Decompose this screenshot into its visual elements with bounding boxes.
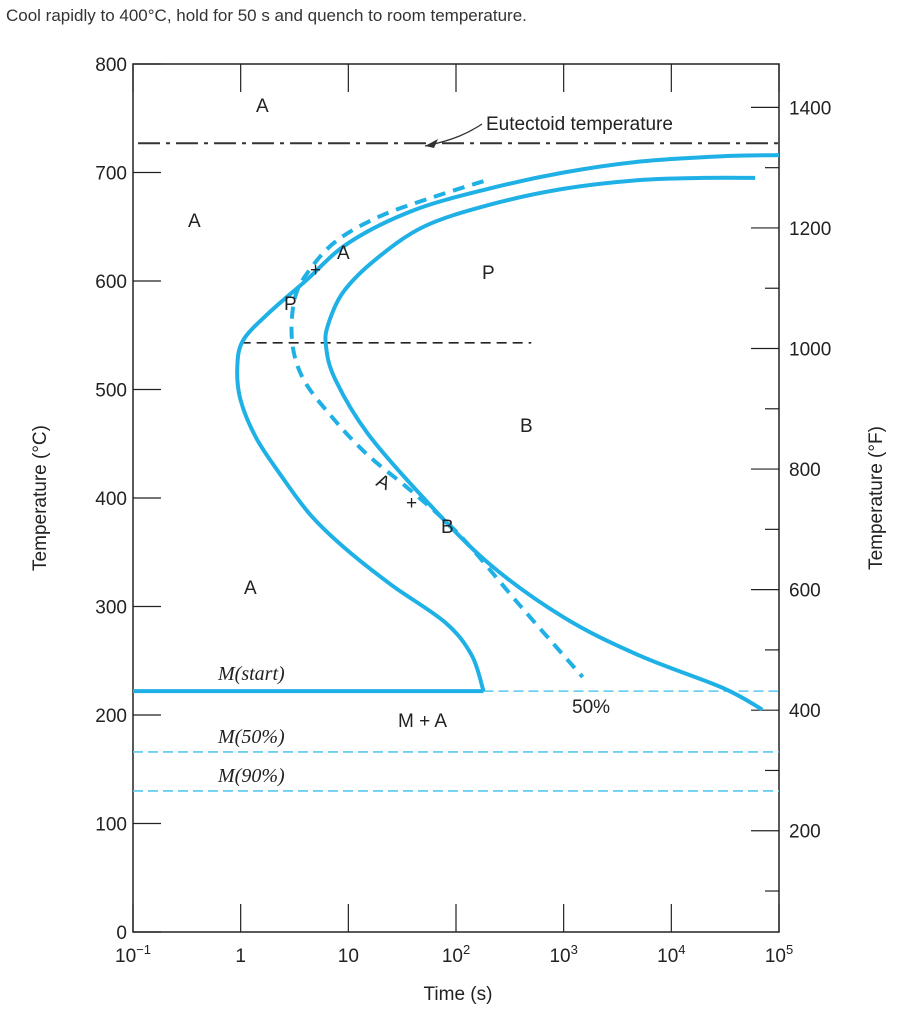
y-tick-label: 700 (95, 164, 127, 185)
eutectoid-label: Eutectoid temperature (486, 114, 673, 135)
y-tick-label: 300 (95, 598, 127, 619)
x-tick-label: 10−1 (115, 942, 151, 967)
x-tick-base: 10 (549, 946, 570, 967)
y-tick-label: 100 (95, 815, 127, 836)
region-austenite: A (256, 96, 269, 117)
finish-curve (323, 175, 764, 712)
x-tick-label: 103 (549, 942, 577, 967)
m50-label: M(50%) (217, 726, 285, 748)
fifty-percent-label: 50% (572, 697, 610, 718)
question-text: Cool rapidly to 400°C, hold for 50 s and… (6, 6, 527, 25)
region-austenite: A (188, 211, 201, 232)
region-austenite: A (337, 243, 350, 264)
region-bainite: B (441, 517, 454, 538)
y-tick-label: 800 (95, 55, 127, 76)
x-tick-label: 1 (235, 946, 246, 967)
x-tick-base: 1 (235, 946, 246, 967)
x-tick-label: 104 (657, 942, 685, 967)
region-austenite: A (373, 470, 394, 495)
eutectoid-arrowhead (425, 139, 438, 148)
region-pearlite: P (284, 294, 297, 315)
y2-tick-label: 1200 (789, 219, 831, 240)
x-tick-base: 10 (338, 946, 359, 967)
plot-frame (132, 63, 780, 933)
x-tick-base: 10 (442, 946, 463, 967)
y-tick-label: 500 (95, 381, 127, 402)
y2-tick-label: 1400 (789, 98, 831, 119)
x-tick-label: 10 (338, 946, 359, 967)
region-austenite: A (244, 578, 257, 599)
y2-tick-label: 1000 (789, 340, 831, 361)
m90-label: M(90%) (217, 765, 285, 787)
x-tick-base: 10 (115, 946, 136, 967)
x-tick-base: 10 (657, 946, 678, 967)
y2-axis-title: Temperature (°F) (866, 426, 887, 570)
mstart-label: M(start) (217, 663, 285, 685)
x-tick-label: 102 (442, 942, 470, 967)
y-tick-label: 200 (95, 706, 127, 727)
x-tick-exponent: 4 (678, 942, 685, 957)
x-axis-title: Time (s) (424, 984, 493, 1005)
y-tick-label: 0 (116, 923, 127, 944)
y2-tick-label: 600 (789, 581, 821, 602)
y2-tick-label: 200 (789, 822, 821, 843)
x-tick-exponent: 2 (463, 942, 470, 957)
x-tick-exponent: −1 (136, 942, 151, 957)
region-plus: + (406, 493, 417, 514)
y-tick-label: 400 (95, 489, 127, 510)
x-tick-exponent: 3 (571, 942, 578, 957)
martensite-austenite-label: M + A (398, 711, 447, 732)
y-tick-label: 600 (95, 272, 127, 293)
y2-tick-label: 800 (789, 460, 821, 481)
x-tick-exponent: 5 (786, 942, 793, 957)
y2-tick-label: 400 (789, 701, 821, 722)
x-tick-base: 10 (765, 946, 786, 967)
region-pearlite: P (482, 263, 495, 284)
start-curve (235, 153, 780, 692)
x-tick-label: 105 (765, 942, 793, 967)
region-plus: + (310, 260, 321, 281)
y-axis-title: Temperature (°C) (30, 425, 51, 571)
region-bainite: B (520, 416, 533, 437)
